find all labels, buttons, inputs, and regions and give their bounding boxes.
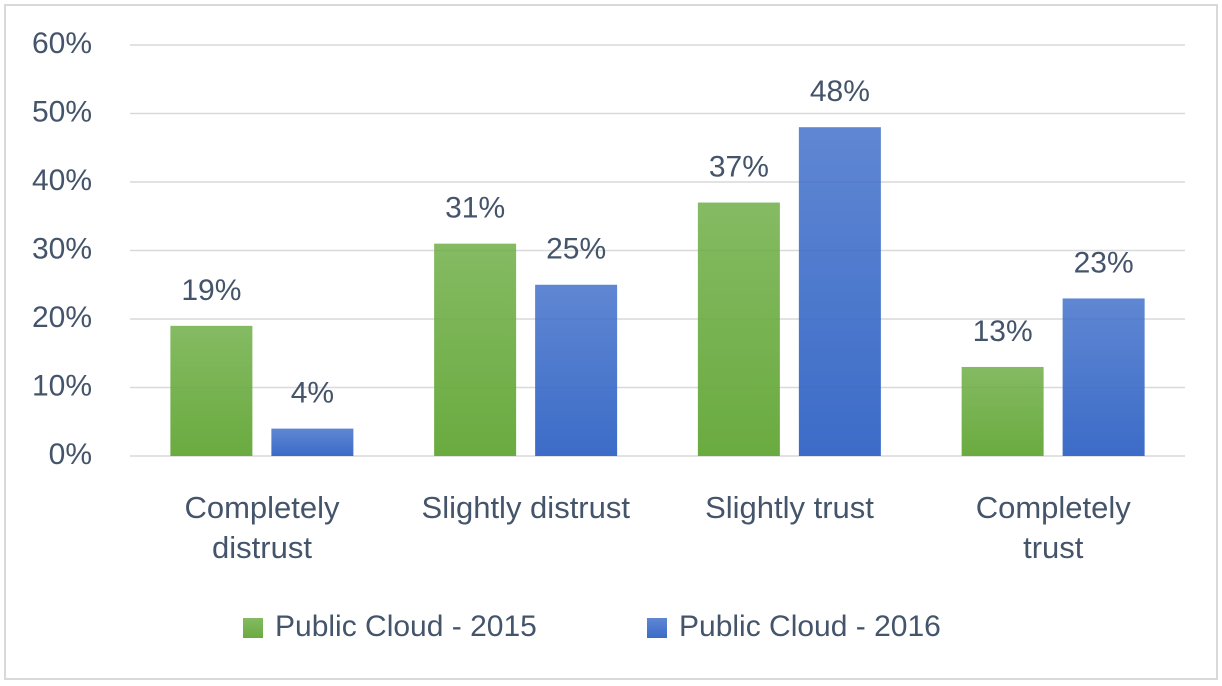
y-tick-label: 0% (49, 438, 92, 471)
bar (798, 127, 881, 456)
data-label: 25% (546, 233, 606, 266)
bar (434, 243, 517, 456)
x-tick-label: Completely distrust (184, 490, 340, 565)
data-label: 13% (973, 315, 1033, 348)
y-tick-label: 60% (32, 27, 92, 60)
chart-frame (4, 4, 1218, 680)
bar (697, 202, 780, 456)
bar (535, 284, 618, 456)
x-tick-label: Slightly distrust (421, 490, 630, 525)
legend-swatch (647, 618, 667, 638)
legend-label: Public Cloud - 2016 (679, 610, 941, 643)
data-label: 19% (181, 274, 241, 307)
data-label: 31% (445, 192, 505, 225)
bar (170, 325, 253, 456)
data-label: 37% (709, 150, 769, 183)
bar (271, 428, 354, 456)
data-label: 23% (1074, 246, 1134, 279)
x-tick-label: Completely trust (975, 490, 1131, 565)
data-label: 4% (291, 377, 334, 410)
x-tick-label: Slightly trust (705, 490, 874, 525)
legend-swatch (243, 618, 263, 638)
y-tick-label: 40% (32, 164, 92, 197)
data-label: 48% (810, 75, 870, 108)
bar (961, 366, 1044, 456)
y-tick-label: 30% (32, 232, 92, 265)
y-tick-label: 20% (32, 301, 92, 334)
y-tick-label: 10% (32, 369, 92, 402)
legend-label: Public Cloud - 2015 (275, 610, 537, 643)
y-tick-label: 50% (32, 95, 92, 128)
bar (1062, 298, 1145, 456)
